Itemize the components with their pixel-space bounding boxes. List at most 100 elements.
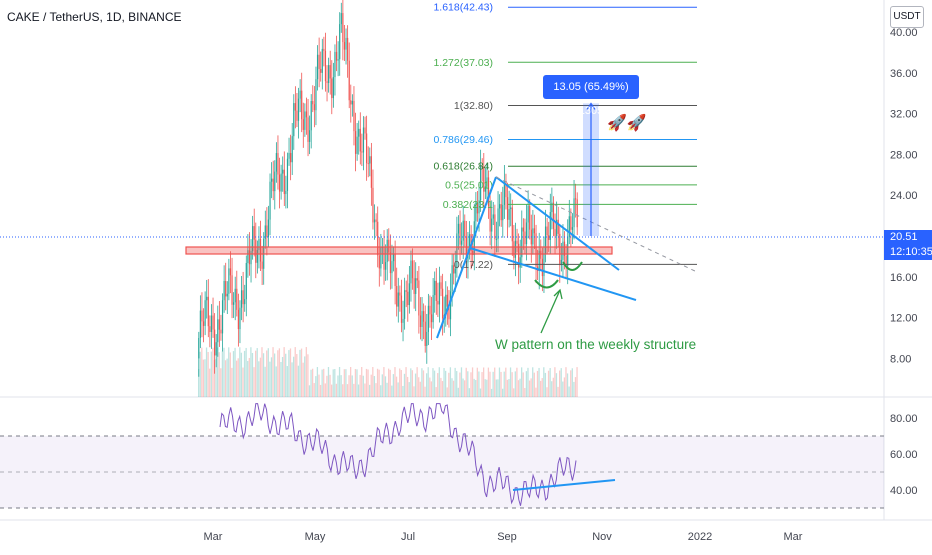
price-axis[interactable]: 40.0036.0032.0028.0024.0020.0016.0012.00… <box>890 27 918 365</box>
candle-body <box>503 180 505 205</box>
candle-body <box>354 131 357 154</box>
volume-bar <box>296 354 298 397</box>
resistance-zone[interactable] <box>185 246 613 255</box>
volume-bar <box>350 367 352 397</box>
rsi-trendline[interactable] <box>512 479 616 491</box>
price-tick-label: 28.00 <box>890 149 918 161</box>
candle-body <box>394 254 396 287</box>
candle-body <box>416 278 418 281</box>
volume-bar <box>460 367 463 397</box>
candle-body <box>301 90 303 120</box>
rsi-tick-label: 40.00 <box>890 485 918 497</box>
candle-body <box>396 286 398 307</box>
price-range-measure[interactable] <box>583 102 599 237</box>
candle-body <box>223 280 225 301</box>
time-tick-label: Sep <box>497 531 517 543</box>
candle-body <box>291 136 293 163</box>
volume-bar <box>435 387 437 397</box>
candle-body <box>506 197 509 220</box>
candle-body <box>389 252 391 274</box>
volume-bar <box>372 367 374 397</box>
candle-body <box>514 240 517 258</box>
candle-body <box>475 202 477 222</box>
volume-bar <box>438 367 440 397</box>
candle-body <box>552 202 555 229</box>
candle-body <box>244 299 246 305</box>
volume-bar <box>381 374 383 397</box>
volume-bar <box>375 383 377 397</box>
volume-bar <box>353 383 355 397</box>
volume-bar <box>481 372 483 397</box>
candle-body <box>457 223 460 234</box>
candle-body <box>423 311 425 322</box>
candle-body <box>225 280 227 297</box>
volume-bar <box>487 367 490 397</box>
volume-bar <box>416 367 418 397</box>
volume-bar <box>359 374 361 397</box>
rsi-axis[interactable]: 80.00 60.00 40.00 <box>890 413 918 497</box>
fibonacci-extension: 1.618(42.43) 1.272(37.03) 1(32.80) 0.786(29… <box>433 2 697 271</box>
volume-bar <box>408 382 410 397</box>
currency-button[interactable]: USDT <box>890 6 924 28</box>
volume-bar <box>552 377 554 397</box>
fib-level-label: 0.786(29.46) <box>433 134 493 146</box>
candle-body <box>272 178 274 192</box>
candle-body <box>370 156 372 188</box>
candle-body <box>453 265 455 274</box>
candle-body <box>535 233 537 267</box>
wedge-upper-trendline[interactable] <box>495 176 620 271</box>
candle-body <box>386 239 388 263</box>
candle-body <box>217 319 219 343</box>
candle-body <box>366 133 368 164</box>
volume-bar <box>278 348 281 397</box>
candle-body <box>307 117 309 142</box>
candle-body <box>421 311 423 328</box>
candle-body <box>502 204 504 221</box>
volume-bar <box>304 356 306 397</box>
price-tick-label: 8.00 <box>890 353 911 365</box>
candle-body <box>283 169 285 195</box>
volume-bar <box>237 358 239 397</box>
time-axis[interactable]: Mar May Jul Sep Nov 2022 Mar <box>204 531 803 543</box>
volume-bars <box>198 347 578 397</box>
volume-bar <box>484 379 486 397</box>
volume-bar <box>540 380 542 397</box>
candle-body <box>204 300 206 326</box>
candle-body <box>524 231 526 245</box>
volume-bar <box>323 368 325 397</box>
candle-body <box>533 228 536 234</box>
candle-body <box>229 268 232 276</box>
candle-body <box>378 255 380 269</box>
volume-bar <box>478 371 480 397</box>
candle-body <box>274 171 276 192</box>
volume-bar <box>272 347 274 397</box>
volume-bar <box>307 354 309 397</box>
volume-bar <box>402 385 404 397</box>
volume-bar <box>329 374 331 397</box>
volume-bar <box>543 367 545 397</box>
volume-bar <box>240 352 243 397</box>
candle-body <box>560 259 562 266</box>
wedge-lower-trendline[interactable] <box>469 247 637 301</box>
volume-bar <box>248 357 250 397</box>
volume-bar <box>565 367 567 397</box>
impulse-trendline[interactable] <box>436 176 497 339</box>
volume-bar <box>399 368 401 397</box>
candle-body <box>226 293 228 297</box>
fib-level-label: 1(32.80) <box>454 100 493 112</box>
volume-bar <box>369 384 371 397</box>
fib-level-label: 0.618(26.84) <box>433 161 493 173</box>
volume-bar <box>554 367 556 397</box>
candle-body <box>316 54 319 80</box>
candle-body <box>310 101 312 131</box>
volume-bar <box>308 385 311 397</box>
candle-body <box>367 163 369 165</box>
volume-bar <box>236 360 238 397</box>
candle-body <box>255 239 257 263</box>
candle-body <box>343 42 346 50</box>
volume-bar <box>433 370 436 397</box>
volume-bar <box>205 347 208 397</box>
volume-bar <box>528 380 531 397</box>
